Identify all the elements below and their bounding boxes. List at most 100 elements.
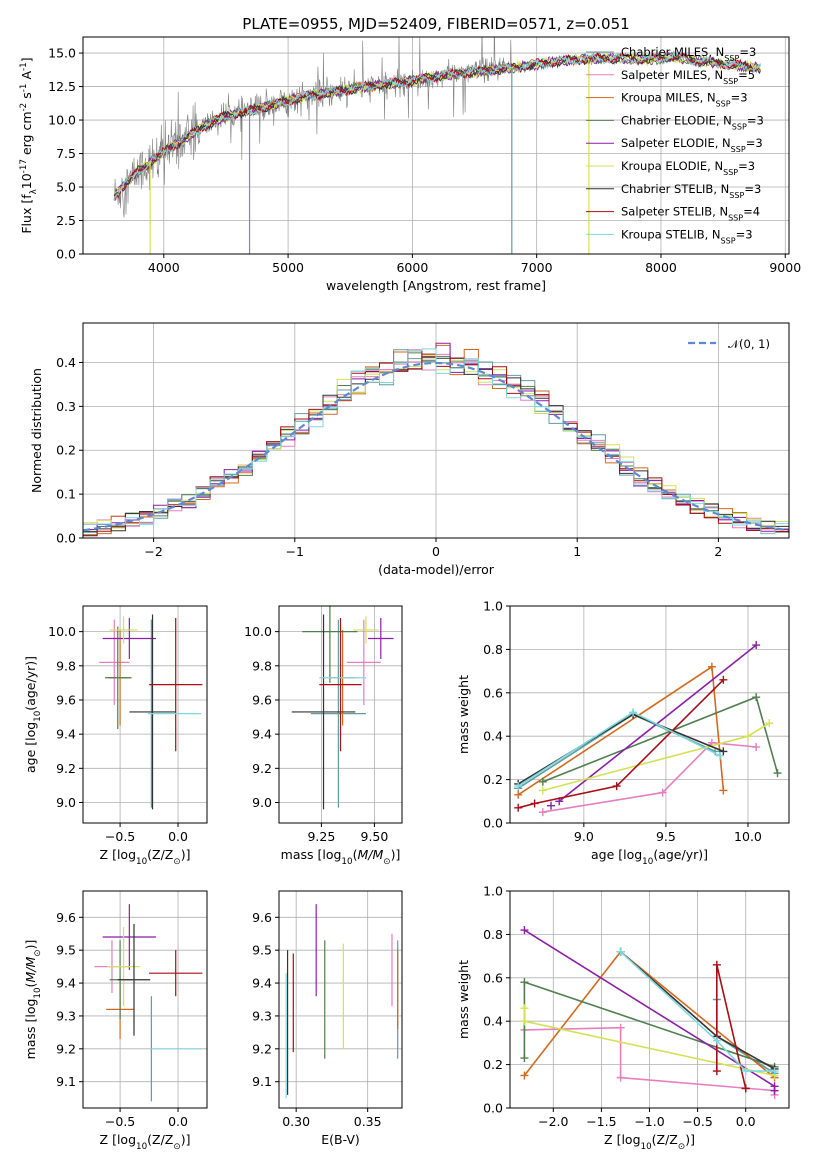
y-tick-label: 9.2 [252, 761, 272, 776]
weight-marker-3 [520, 978, 529, 987]
x-tick-label: 0.0 [736, 1114, 756, 1129]
weight-marker-3 [752, 693, 761, 702]
x-tick-label: 9.50 [361, 829, 389, 844]
plot-area-age-vs-Z [99, 614, 203, 810]
y-tick-label: 9.4 [252, 727, 272, 742]
x-tick-label: −1 [286, 544, 304, 559]
x-tick-label: 4000 [148, 260, 180, 275]
weight-marker-5 [538, 786, 547, 795]
y-tick-label: 9.1 [252, 1074, 272, 1089]
y-axis-label: mass weight [456, 960, 471, 1039]
grid-mass-vs-Z [83, 891, 207, 1108]
y-axis-label: mass [log10(M/M⊙)] [23, 940, 43, 1060]
grid-age-vs-mass [279, 606, 402, 823]
y-tick-label: 0.2 [483, 772, 503, 787]
x-tick-label: −1.5 [586, 1114, 616, 1129]
weight-line-8 [620, 951, 775, 1072]
y-tick-label: 0.8 [483, 642, 503, 657]
weight-marker-8 [741, 1067, 750, 1076]
weight-marker-7 [719, 675, 728, 684]
model-spectrum-8 [113, 51, 761, 202]
x-axis-label: mass [log10(M/M⊙)] [281, 847, 401, 867]
y-tick-label: 9.0 [252, 795, 272, 810]
y-tick-label: 0.4 [483, 729, 503, 744]
x-tick-label: −2 [144, 544, 162, 559]
x-tick-label: −0.5 [105, 829, 135, 844]
y-tick-label: 0.2 [483, 1057, 503, 1072]
x-axis-label: (data-model)/error [378, 562, 495, 577]
weight-marker-7 [712, 1067, 721, 1076]
x-tick-label: 9000 [769, 260, 801, 275]
y-tick-label: 1.0 [483, 884, 503, 899]
weight-marker-5 [765, 719, 774, 728]
y-tick-label: 0.0 [56, 531, 76, 546]
y-tick-label: 9.6 [56, 692, 76, 707]
y-axis-label: mass weight [456, 675, 471, 754]
x-tick-label: 8000 [645, 260, 677, 275]
weight-marker-4 [770, 1086, 779, 1095]
y-tick-label: 9.3 [56, 1008, 76, 1023]
normal-reference-curve [83, 361, 789, 532]
weight-marker-1 [616, 1073, 625, 1082]
weight-marker-4 [520, 926, 529, 935]
y-tick-label: 9.1 [56, 1074, 76, 1089]
y-tick-label: 0.0 [56, 247, 76, 262]
x-tick-label: 0 [432, 544, 440, 559]
weight-marker-7 [712, 960, 721, 969]
weight-marker-2 [707, 662, 716, 671]
panel-age-vs-Z: −0.5 0.0 9.0 9.2 9.4 9.6 9.8 10.0 Z [log10(Z/Z⊙)… [23, 605, 208, 867]
weight-marker-7 [741, 1084, 750, 1093]
x-axis-label: age [log10(age/yr)] [591, 847, 708, 867]
axes-frame [82, 605, 208, 824]
axes-frame [278, 605, 403, 824]
y-tick-label: 9.6 [56, 910, 76, 925]
x-tick-label: 9.0 [574, 829, 594, 844]
y-tick-label: 5.0 [56, 180, 76, 195]
plot-area-spectrum [113, 37, 761, 254]
weight-marker-4 [752, 641, 761, 650]
model-spectrum-7 [113, 52, 761, 201]
grid-age-vs-Z [83, 606, 207, 823]
weight-marker-5 [520, 1017, 529, 1026]
plot-area-mass-vs-Z [94, 904, 203, 1102]
legend-label-reference: 𝒩(0, 1) [728, 337, 770, 351]
y-tick-label: 9.4 [252, 976, 272, 991]
grid-mass-vs-EBV [279, 891, 402, 1108]
y-tick-label: 10.0 [48, 624, 76, 639]
y-tick-label: 1.0 [483, 599, 503, 614]
x-axis-label: Z [log10(Z/Z⊙)] [100, 847, 191, 867]
weight-marker-1 [616, 1023, 625, 1032]
weight-marker-7 [530, 799, 539, 808]
x-tick-label: 1 [573, 544, 581, 559]
weight-marker-2 [719, 786, 728, 795]
x-axis-label: Z [log10(Z/Z⊙)] [604, 1132, 695, 1152]
weight-marker-3 [520, 1054, 529, 1063]
panel-weight-vs-Z: −2.0 −1.5 −1.0 −0.5 0.0 0.0 0.2 0.4 0.6 0.8 1.0 Z [… [456, 884, 790, 1152]
x-tick-label: −0.5 [105, 1114, 135, 1129]
x-tick-label: 2 [714, 544, 722, 559]
y-tick-label: 0.2 [56, 443, 76, 458]
y-axis-label: Normed distribution [29, 368, 44, 493]
y-tick-label: 9.5 [56, 943, 76, 958]
y-tick-label: 9.4 [56, 976, 76, 991]
x-tick-label: 0.0 [168, 829, 188, 844]
legend-label-1: Salpeter MILES, NSSP=5 [621, 68, 755, 86]
panel-age-vs-mass: 9.25 9.50 9.0 9.2 9.4 9.6 9.8 10.0 mass [log10(M… [244, 605, 403, 867]
y-tick-label: 9.5 [252, 943, 272, 958]
y-tick-label: 9.4 [56, 727, 76, 742]
y-tick-label: 0.6 [483, 970, 503, 985]
axes-frame [278, 890, 403, 1109]
axes-frame [82, 36, 790, 255]
y-tick-label: 9.6 [252, 910, 272, 925]
legend-label-5: Kroupa ELODIE, NSSP=3 [621, 159, 755, 177]
plot-area-mass-vs-EBV [285, 904, 399, 1099]
y-tick-label: 0.4 [483, 1014, 503, 1029]
panel-mass-vs-EBV: 0.30 0.35 9.1 9.2 9.3 9.4 9.5 9.6 E(B-V) [252, 890, 403, 1147]
weight-marker-3 [538, 777, 547, 786]
y-tick-label: 7.5 [56, 146, 76, 161]
y-tick-label: 9.2 [252, 1041, 272, 1056]
legend-label-8: Kroupa STELIB, NSSP=3 [621, 227, 753, 245]
weight-marker-7 [612, 782, 621, 791]
y-tick-label: 9.0 [56, 795, 76, 810]
